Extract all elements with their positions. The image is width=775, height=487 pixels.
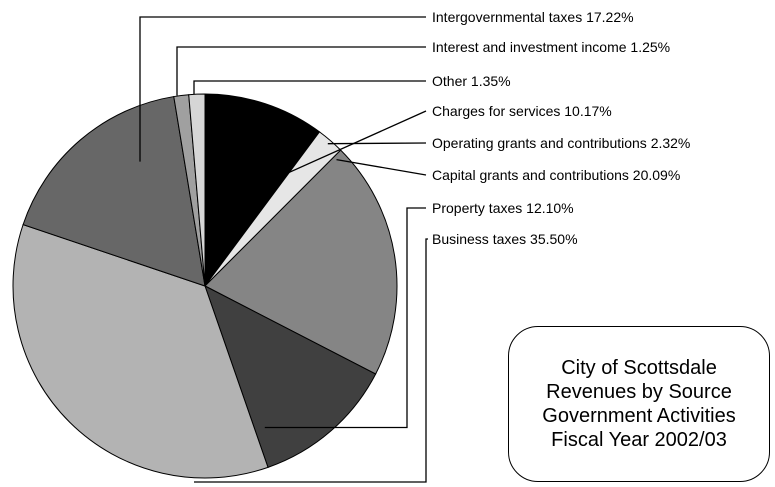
legend-label-charges-for-services: Charges for services 10.17% bbox=[432, 103, 612, 119]
pie-slice-charges-for-services bbox=[204, 93, 321, 288]
pie-slice-property-taxes bbox=[204, 284, 377, 469]
leader-line-charges-for-services bbox=[264, 110, 427, 184]
leader-line-intergovernmental-taxes bbox=[139, 16, 426, 162]
pie-slice-intergovernmental-taxes bbox=[22, 95, 206, 287]
chart-title-box: City of Scottsdale Revenues by Source Go… bbox=[508, 326, 770, 482]
pie-slice-capital-grants-and-contributions bbox=[204, 149, 398, 375]
legend-label-operating-grants-and-contributions: Operating grants and contributions 2.32% bbox=[432, 135, 690, 151]
pie-slices bbox=[12, 93, 398, 479]
chart-title-line-2: Revenues by Source bbox=[546, 381, 732, 403]
leader-line-operating-grants-and-contributions bbox=[327, 142, 427, 145]
chart-title-line-1: City of Scottsdale bbox=[561, 357, 717, 379]
chart-title-line-3: Government Activities bbox=[542, 405, 736, 427]
legend-label-interest-and-investment-income: Interest and investment income 1.25% bbox=[432, 39, 670, 55]
pie-slice-other bbox=[188, 93, 206, 287]
leader-lines bbox=[139, 16, 428, 483]
legend-label-business-taxes: Business taxes 35.50% bbox=[432, 231, 578, 247]
leader-line-capital-grants-and-contributions bbox=[336, 158, 427, 176]
leader-line-property-taxes bbox=[264, 207, 426, 429]
chart-title-line-4: Fiscal Year 2002/03 bbox=[551, 429, 727, 451]
legend-label-capital-grants-and-contributions: Capital grants and contributions 20.09% bbox=[432, 167, 680, 183]
legend-label-other: Other 1.35% bbox=[432, 73, 511, 89]
legend-label-intergovernmental-taxes: Intergovernmental taxes 17.22% bbox=[432, 9, 634, 25]
legend-label-property-taxes: Property taxes 12.10% bbox=[432, 200, 574, 216]
pie-slice-business-taxes bbox=[12, 223, 269, 479]
legend: Intergovernmental taxes 17.22% Interest a… bbox=[432, 9, 690, 247]
leader-line-interest-and-investment-income bbox=[176, 46, 426, 96]
leader-line-other bbox=[193, 80, 426, 95]
leader-line-business-taxes bbox=[194, 238, 428, 483]
